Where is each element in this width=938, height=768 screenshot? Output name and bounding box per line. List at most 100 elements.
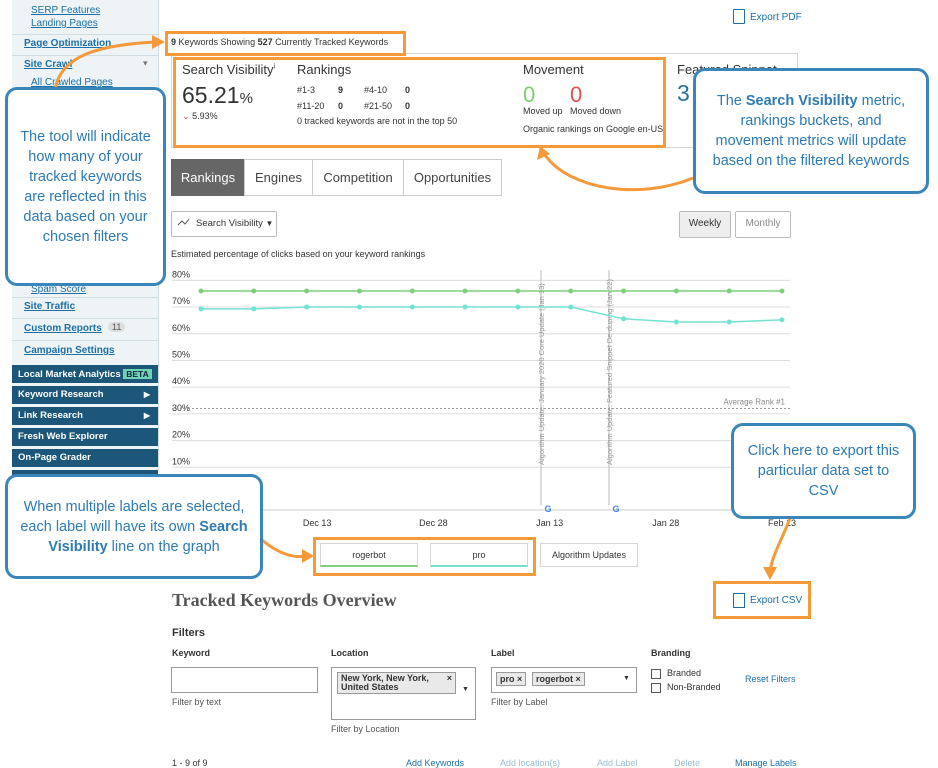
series-line [201,306,783,323]
movement-note: Organic rankings on Google en-US [523,124,664,134]
action[interactable]: Add Label [597,758,638,768]
keyword-count: 9 Keywords Showing 527 Currently Tracked… [171,37,388,47]
tab[interactable]: Opportunities [403,159,502,196]
nav-item[interactable]: Spam Score [31,284,87,295]
point [198,306,204,312]
bucket-value: 0 [338,101,344,111]
tab[interactable]: Rankings [171,159,245,196]
chart-subtitle: Estimated percentage of clicks based on … [171,249,426,259]
checkbox[interactable] [651,669,661,679]
callout-text: The tool will indicate how many of your … [18,127,153,247]
y-tick-label: 40% [172,376,190,386]
metric-title: Movement [523,62,584,77]
chip-remove[interactable]: × [575,674,581,684]
y-tick-label: 50% [172,349,190,359]
count-tail: Currently Tracked Keywords [275,37,389,47]
csv-icon [733,593,745,608]
period-button[interactable]: Monthly [735,211,791,238]
y-tick-label: 80% [172,269,190,279]
x-tick-label: Feb 13 [768,518,796,528]
point [673,288,679,294]
bucket-value: 9 [338,85,344,95]
tool-item[interactable]: On-Page Grader [12,449,158,467]
metric-title: Rankings [297,62,352,77]
highlight [165,31,406,56]
reset-filters[interactable]: Reset Filters [745,674,796,684]
tool-item[interactable]: Keyword Research ▶ [12,386,158,404]
action[interactable]: Add Keywords [406,758,465,768]
featured-value: 3 [677,80,690,106]
legend-item[interactable]: rogerbot [320,543,418,567]
nav-item[interactable]: Campaign Settings [24,345,115,356]
metric-title: Search Visibilityi [182,62,275,77]
filter-label: Keyword [172,648,211,658]
export-csv[interactable]: Export CSV [750,595,803,606]
export-pdf[interactable]: Export PDF [750,12,802,23]
dropdown[interactable]: Search Visibility ▼ [171,211,277,237]
count-text: Keywords Showing [178,37,256,47]
pagination: 1 - 9 of 9 [172,758,208,768]
caret: ▼ [623,675,630,682]
action[interactable]: Add location(s) [500,758,561,768]
chip-remove[interactable]: × [446,673,452,683]
dropdown-label: Search Visibility [196,218,263,229]
callout: Click here to export this particular dat… [731,423,916,519]
checkbox[interactable] [651,683,661,693]
bucket-label: #4-10 [364,85,388,95]
tool-item[interactable]: Fresh Web Explorer [12,428,158,446]
unit: % [239,90,253,107]
point [462,288,468,294]
chip-text: New York, New York, United States [341,673,429,692]
nav-item[interactable]: Custom Reports [24,323,102,334]
y-tick-label: 20% [172,430,190,440]
nav-item[interactable]: Site Traffic [24,301,76,312]
action[interactable]: Delete [674,758,701,768]
callout: The Search Visibility metric, rankings b… [693,68,929,194]
bucket-label: #21-50 [364,101,393,111]
text: When multiple labels are selected, each … [20,498,245,535]
action[interactable]: Manage Labels [735,758,797,768]
divider [12,318,158,319]
x-tick-label: Jan 28 [652,518,679,528]
tool-item[interactable]: Local Market Analytics BETA [12,365,158,383]
divider [12,34,158,35]
checkbox-label: Non-Branded [667,682,721,692]
tab[interactable]: Competition [312,159,404,196]
legend-item[interactable]: pro [430,543,528,567]
point [515,304,521,310]
text: line on the graph [107,538,220,555]
legend-item[interactable]: Algorithm Updates [540,543,638,567]
tool-item[interactable]: Link Research ▶ [12,407,158,425]
y-tick-label: 10% [172,456,190,466]
callout-text: The Search Visibility metric, rankings b… [706,91,916,171]
point [251,306,257,312]
point [304,288,310,294]
point [673,319,679,325]
chip-remove[interactable]: × [517,674,523,684]
callout: When multiple labels are selected, each … [5,474,263,579]
y-tick-label: 30% [172,403,190,413]
nav-item[interactable]: SERP Features [31,5,101,16]
emphasis: Search Visibility [48,518,248,555]
annotation-label: Algorithm Update: January 2020 Core Upda… [537,283,546,465]
label-chip: pro × [496,672,527,686]
point [304,304,310,310]
text: metric, rankings buckets, and movement m… [712,93,910,169]
text: The [716,93,746,109]
beta-tag: BETA [123,369,152,379]
tool-label: Keyword Research [18,389,104,400]
nav-item[interactable]: Site Crawl [24,59,73,70]
text: Click here to export this particular dat… [747,443,900,499]
tool-label: Local Market Analytics [18,369,121,380]
x-tick-label: Dec 28 [419,518,448,528]
point [568,288,574,294]
point [621,316,627,322]
text: The tool will indicate how many of your … [20,128,151,245]
nav-item[interactable]: Landing Pages [31,18,98,29]
period-button[interactable]: Weekly [679,211,731,238]
title: Search Visibility [182,62,274,77]
keyword-input[interactable] [171,667,318,693]
x-tick-label: Jan 13 [536,518,563,528]
point [198,288,204,294]
